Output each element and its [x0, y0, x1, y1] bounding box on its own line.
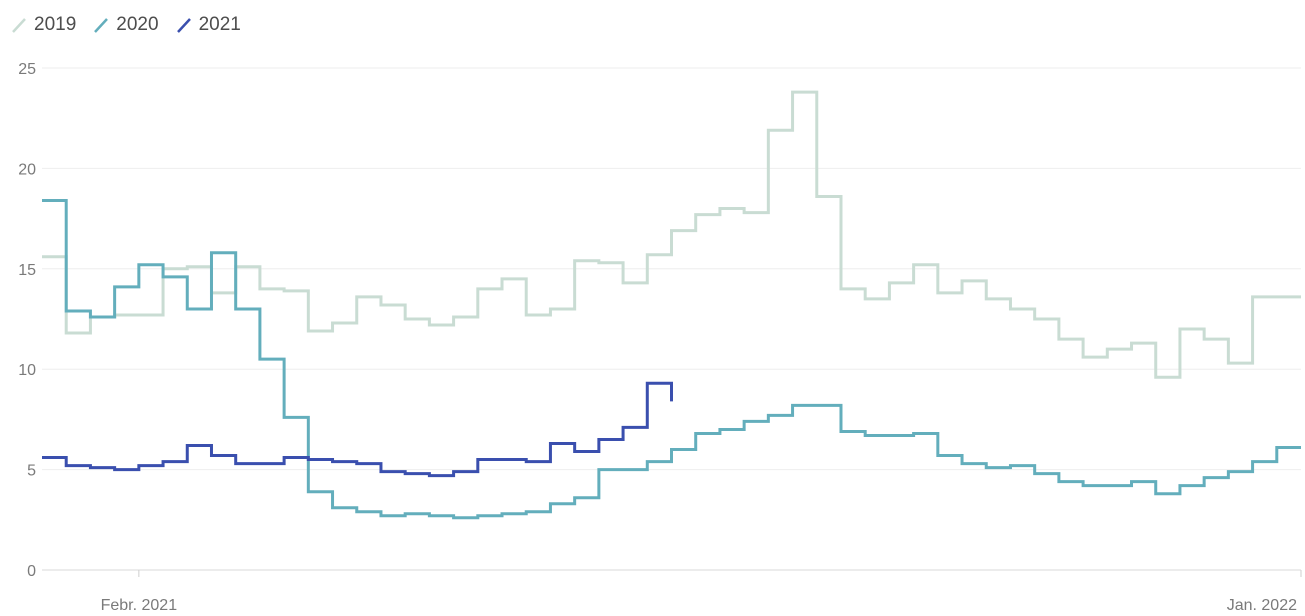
legend-item-2021: 2021 — [175, 14, 241, 36]
legend-swatch-icon — [94, 18, 109, 33]
legend-item-2019: 2019 — [10, 14, 76, 36]
legend-swatch-icon — [12, 18, 26, 33]
legend-label: 2021 — [198, 14, 241, 35]
y-tick-label: 0 — [27, 563, 36, 580]
series-line-2020 — [42, 199, 1301, 520]
x-tick-label: Febr. 2021 — [101, 597, 178, 614]
x-tick-label: Jan. 2022 — [1227, 597, 1297, 614]
legend-swatch-icon — [176, 18, 191, 33]
legend-item-2020: 2020 — [92, 14, 159, 36]
y-tick-label: 10 — [18, 362, 36, 379]
series-line-2019 — [42, 90, 1301, 379]
series-line-2021 — [42, 381, 673, 478]
legend-swatch-line — [94, 18, 109, 33]
legend-label: 2020 — [116, 14, 159, 35]
legend-swatch-line — [12, 18, 26, 33]
legend-swatch-line — [176, 18, 191, 33]
y-tick-label: 20 — [18, 161, 36, 178]
y-tick-label: 5 — [27, 463, 36, 480]
y-tick-label: 25 — [18, 61, 36, 78]
legend-label: 2019 — [34, 14, 77, 35]
legend: 2019 2020 2021 — [10, 14, 241, 36]
y-tick-label: 15 — [18, 262, 36, 279]
